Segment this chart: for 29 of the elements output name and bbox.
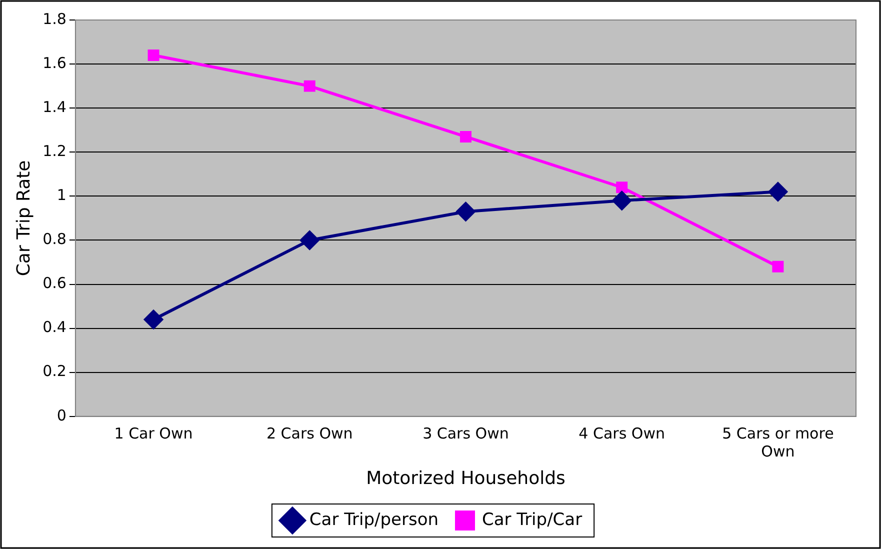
y-tick-label: 0 <box>56 406 66 424</box>
point <box>768 182 788 202</box>
y-tick-label: 1.4 <box>42 98 66 116</box>
y-tick-label: 0.2 <box>42 362 66 380</box>
y-axis-title: Car Trip Rate <box>13 160 34 276</box>
x-tick-label: 3 Cars Own <box>422 424 509 442</box>
point <box>612 191 632 210</box>
point <box>460 130 472 142</box>
x-axis-title: Motorized Households <box>366 468 566 489</box>
point <box>304 80 316 92</box>
y-tick-label: 1.6 <box>42 54 66 72</box>
x-tick-label: 2 Cars Own <box>266 424 353 442</box>
point <box>144 310 164 329</box>
point <box>772 260 784 272</box>
x-tick-label: 1 Car Own <box>114 424 193 442</box>
point <box>616 182 628 194</box>
legend-label: Car Trip/person <box>309 510 439 530</box>
y-tick-label: 0.8 <box>42 230 66 248</box>
y-tick-label: 0.4 <box>42 318 66 336</box>
point <box>148 49 160 61</box>
y-tick-label: 0.6 <box>42 274 66 292</box>
x-tick-label: 5 Cars or more Own <box>722 424 834 460</box>
point <box>300 230 320 250</box>
x-tick-label: 4 Cars Own <box>578 424 665 442</box>
y-tick-label: 1.8 <box>42 10 66 28</box>
legend-label: Car Trip/Car <box>482 510 582 530</box>
y-tick-label: 1.2 <box>42 142 66 160</box>
y-tick-label: 1 <box>56 186 66 204</box>
point <box>456 202 476 222</box>
